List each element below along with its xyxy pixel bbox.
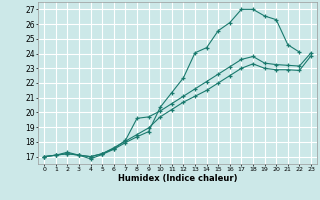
X-axis label: Humidex (Indice chaleur): Humidex (Indice chaleur) (118, 174, 237, 183)
